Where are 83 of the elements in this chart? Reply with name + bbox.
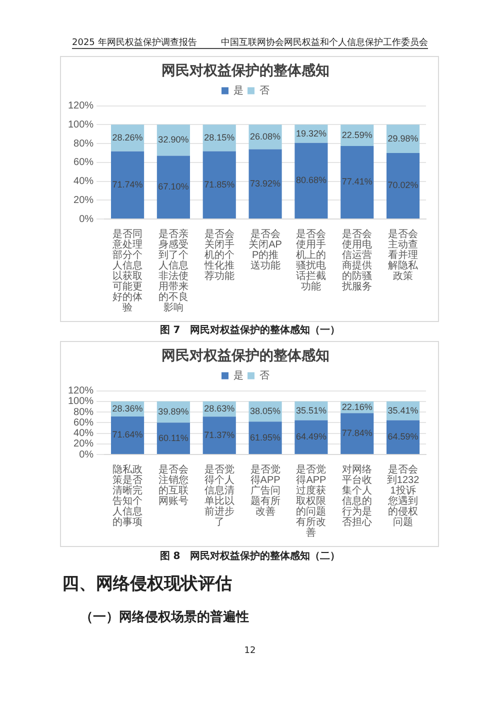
- data-label: 64.49%: [296, 432, 326, 442]
- data-label: 29.98%: [388, 133, 418, 144]
- bar: [202, 151, 236, 218]
- x-tick-label: 是否会主动查看并理解隐私政策: [388, 228, 420, 282]
- text: 中国互联网协会网民权益和个人信息保护工作委员会: [221, 36, 428, 49]
- data-label: 71.85%: [204, 179, 235, 190]
- data-label: 39.89%: [158, 406, 189, 416]
- data-label: 38.05%: [250, 406, 281, 416]
- data-label: 28.36%: [112, 403, 143, 414]
- data-label: 60.11%: [158, 432, 188, 443]
- text: 四、网络侵权现状评估: [62, 573, 232, 595]
- data-label: 28.15%: [204, 132, 235, 142]
- bar: [294, 142, 328, 218]
- bar: [156, 156, 190, 218]
- y-tick-label: 0%: [79, 449, 94, 460]
- data-label: 61.95%: [250, 432, 281, 442]
- x-tick-label: 是否亲身感受到了个人信息非法使用带来的不良影响: [158, 228, 188, 314]
- y-tick-label: 120%: [68, 100, 94, 112]
- bar: [294, 420, 328, 454]
- data-label: 22.16%: [342, 402, 372, 412]
- legend-label: 否: [260, 370, 270, 382]
- y-tick-label: 80%: [74, 406, 94, 418]
- bar: [111, 416, 144, 454]
- x-tick-label: 对网络平台收集个人信息的行为是否担心: [342, 464, 372, 528]
- bar: [386, 152, 420, 218]
- data-label: 77.84%: [342, 428, 372, 438]
- data-label: 67.10%: [158, 182, 189, 192]
- y-tick-label: 120%: [68, 386, 94, 397]
- bar: [156, 422, 190, 454]
- bar: [248, 149, 282, 218]
- bar: [111, 151, 144, 218]
- y-tick-label: 60%: [74, 157, 94, 168]
- x-tick-label: 是否会关闭APP的推送功能: [248, 228, 282, 272]
- y-tick-label: 80%: [74, 138, 94, 150]
- bar: [248, 422, 282, 454]
- data-label: 77.41%: [342, 176, 372, 187]
- data-label: 71.74%: [112, 179, 143, 190]
- data-label: 71.37%: [204, 430, 235, 440]
- y-tick-label: 40%: [74, 428, 94, 440]
- x-tick-label: 是否觉得个人信息清单比以前进步了: [204, 464, 234, 528]
- y-tick-label: 100%: [68, 119, 94, 130]
- legend-label: 是: [234, 370, 244, 382]
- data-label: 70.02%: [388, 180, 418, 190]
- x-tick-label: 隐私政策是否清晰完告知个人信息的事项: [112, 464, 143, 528]
- data-label: 28.26%: [112, 132, 143, 142]
- data-label: 28.63%: [204, 404, 235, 414]
- y-tick-label: 20%: [74, 438, 94, 450]
- data-label: 35.51%: [296, 405, 326, 416]
- x-tick-label: 是否会关闭手机的个性化推荐功能: [203, 228, 234, 282]
- data-label: 35.41%: [388, 405, 418, 416]
- text: （一）网络侵权场景的普遍性: [80, 608, 249, 626]
- bar: [386, 420, 420, 454]
- y-tick-label: 100%: [68, 396, 94, 408]
- x-tick-label: 是否觉得APP过度获取权限的问题有所改善: [296, 464, 327, 538]
- data-label: 32.90%: [158, 134, 189, 145]
- chart-title: 网民对权益保护的整体感知: [162, 62, 330, 80]
- data-label: 80.68%: [296, 175, 326, 186]
- data-label: 73.92%: [250, 178, 281, 188]
- x-tick-label: 是否会使用电信运营商提供的防骚扰服务: [341, 228, 372, 292]
- x-tick-label: 是否觉得APP广告问题有所改善: [250, 464, 281, 518]
- bar: [340, 146, 374, 218]
- x-tick-label: 是否同意处理部分个人信息以获取可能更好的体验: [112, 229, 143, 314]
- caption: 图 8 网民对权益保护的整体感知（二）: [160, 549, 340, 563]
- bar: [202, 416, 236, 454]
- legend-label: 是: [234, 86, 244, 97]
- y-tick-label: 40%: [74, 176, 94, 188]
- y-tick-label: 0%: [79, 214, 94, 225]
- y-tick-label: 60%: [74, 417, 94, 428]
- data-label: 22.59%: [342, 130, 372, 140]
- x-tick-label: 是否会使用手机上的骚扰电话拦截功能: [296, 228, 326, 292]
- data-label: 71.64%: [112, 430, 143, 440]
- data-label: 19.32%: [296, 128, 326, 138]
- x-tick-label: 是否会到12321投诉您遇到的侵权问题: [386, 464, 420, 528]
- data-label: 64.59%: [388, 432, 418, 442]
- text: 12: [244, 646, 256, 656]
- legend-label: 否: [260, 86, 270, 97]
- y-tick-label: 20%: [74, 194, 94, 206]
- x-tick-label: 是否会注销您的互联网账号: [158, 464, 188, 507]
- caption: 图 7 网民对权益保护的整体感知（一）: [160, 323, 340, 337]
- data-label: 26.08%: [250, 131, 281, 142]
- text: 2025 年网民权益保护调查报告: [72, 36, 197, 49]
- bar: [340, 413, 374, 454]
- chart-title: 网民对权益保护的整体感知: [162, 347, 330, 364]
